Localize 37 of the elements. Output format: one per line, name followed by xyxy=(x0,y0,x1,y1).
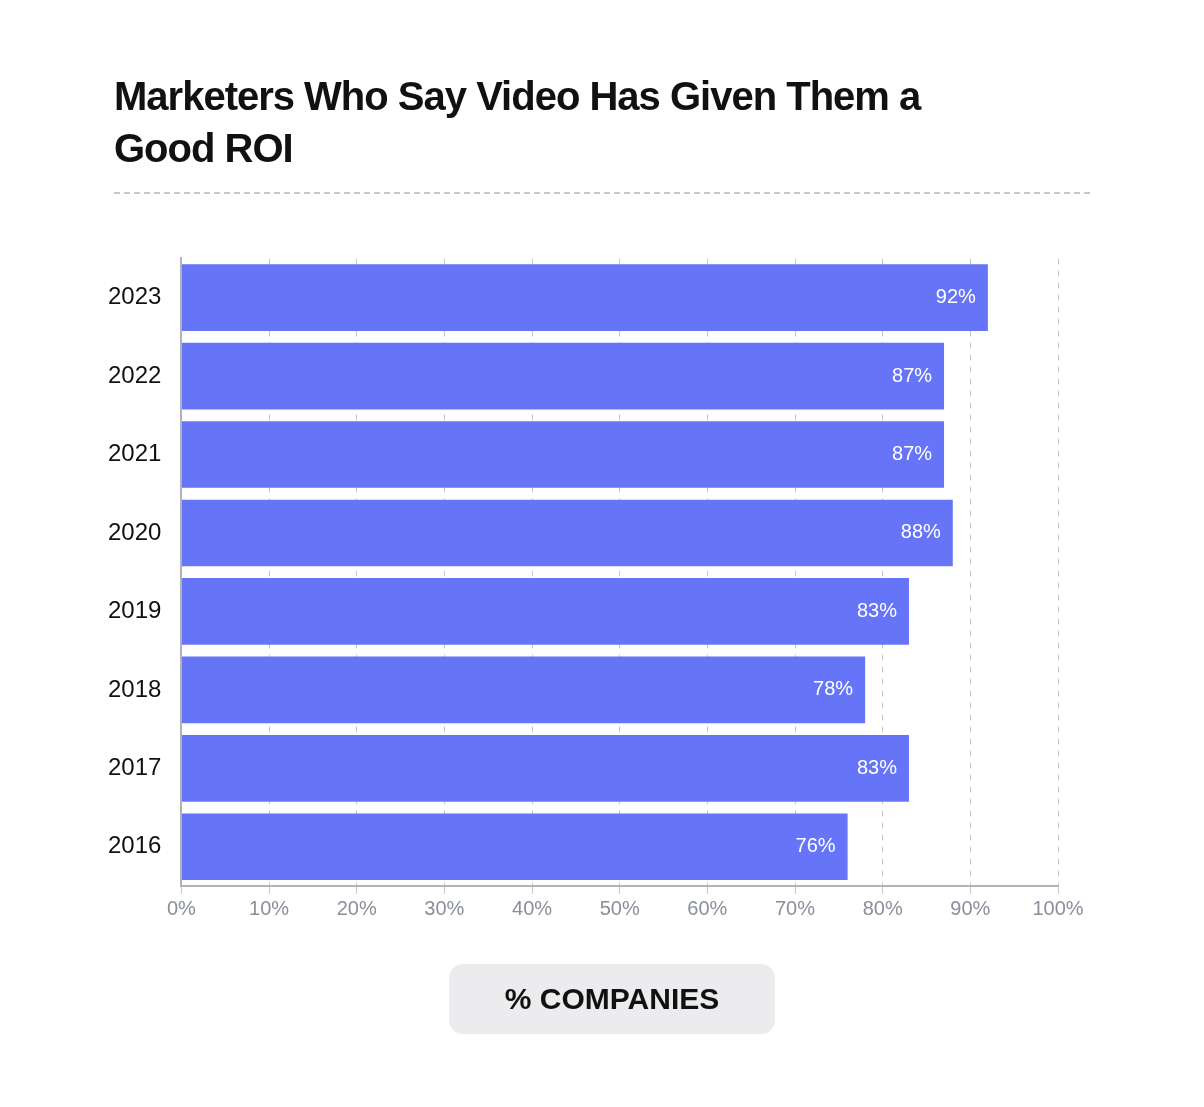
y-tick-label: 2021 xyxy=(108,439,162,467)
x-tick-label: 10% xyxy=(249,896,290,919)
data-label: 87% xyxy=(892,442,933,465)
x-tick-label: 50% xyxy=(599,896,640,919)
data-label: 78% xyxy=(813,677,854,700)
bar xyxy=(181,656,866,724)
x-tick-label: 20% xyxy=(336,896,377,919)
x-axis-title: % COMPANIES xyxy=(448,964,776,1034)
x-tick-label: 90% xyxy=(950,896,991,919)
data-label: 83% xyxy=(856,755,898,778)
bar xyxy=(181,813,848,881)
x-tick-label: 100% xyxy=(1032,896,1084,919)
y-tick-label: 2016 xyxy=(108,831,162,859)
y-tick-label: 2018 xyxy=(108,674,162,702)
y-tick-label: 2017 xyxy=(108,752,162,780)
chart-title: Marketers Who Say Video Has Given Them a Good ROI xyxy=(113,73,922,172)
bar xyxy=(181,578,909,645)
data-label: 92% xyxy=(935,285,977,308)
data-label: 76% xyxy=(795,834,836,857)
y-tick-label: 2020 xyxy=(108,517,162,545)
y-tick-label: 2023 xyxy=(108,282,162,310)
x-tick-label: 80% xyxy=(862,896,903,919)
bar xyxy=(181,421,945,488)
data-label: 83% xyxy=(856,598,898,621)
x-tick-label: 0% xyxy=(166,896,197,919)
bar xyxy=(181,499,953,567)
data-label: 88% xyxy=(900,520,942,543)
bar xyxy=(181,264,988,331)
x-tick-label: 40% xyxy=(512,896,553,919)
x-tick-label: 60% xyxy=(687,896,728,919)
y-tick-label: 2022 xyxy=(108,360,162,388)
bar xyxy=(181,734,909,802)
x-tick-label: 30% xyxy=(424,896,465,919)
x-tick-label: 70% xyxy=(775,896,816,919)
y-tick-label: 2019 xyxy=(108,596,162,624)
data-label: 87% xyxy=(892,363,933,386)
bar xyxy=(181,342,945,410)
